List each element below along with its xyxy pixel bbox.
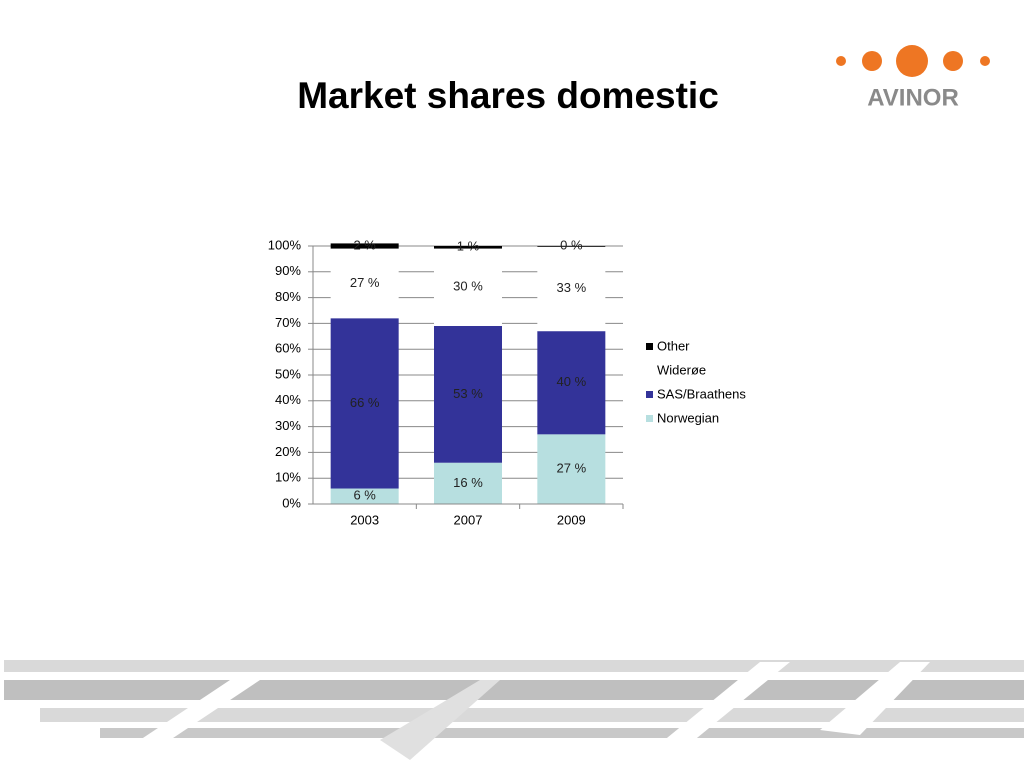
data-label: 40 % [557, 374, 587, 389]
stripe [4, 680, 1024, 700]
y-tick-label: 90% [275, 263, 301, 278]
y-tick-label: 100% [268, 237, 302, 252]
logo: AVINOR [836, 45, 990, 111]
data-label: 6 % [353, 488, 376, 503]
legend-marker [646, 367, 653, 374]
bar-segment [537, 434, 606, 504]
stripe-cut [640, 662, 790, 760]
stripe [40, 708, 1024, 722]
y-tick-label: 30% [275, 418, 301, 433]
legend-marker [646, 343, 653, 350]
data-label: 66 % [350, 395, 380, 410]
bar-segment [330, 248, 399, 319]
y-tick-label: 50% [275, 366, 301, 381]
bar-segment [434, 325, 502, 463]
legend-marker [646, 391, 653, 398]
legend-label: SAS/Braathens [657, 386, 746, 401]
logo-dot [836, 56, 846, 66]
legend-label: Other [657, 338, 690, 353]
y-tick-label: 70% [275, 315, 301, 330]
bar-segment [330, 488, 399, 504]
bar-segment [537, 246, 606, 332]
stripe [100, 728, 1024, 738]
logo-dot [862, 51, 882, 71]
bar-segment [537, 331, 606, 435]
bar-segment [330, 243, 399, 249]
data-label: 33 % [557, 280, 587, 295]
data-label: 27 % [557, 461, 587, 476]
stripe-cut [820, 662, 930, 735]
footer-stripes [4, 660, 1024, 760]
logo-dot [980, 56, 990, 66]
stripe-cut [110, 680, 260, 760]
data-label: 16 % [453, 475, 483, 490]
data-label: 27 % [350, 275, 380, 290]
data-label: 30 % [453, 279, 483, 294]
legend-label: Norwegian [657, 410, 719, 425]
logo-dot [943, 51, 963, 71]
logo-text: AVINOR [867, 84, 959, 111]
bar-segment [537, 246, 606, 247]
data-label: 0 % [560, 237, 583, 252]
bar-segment [434, 246, 502, 249]
logo-dot [896, 45, 928, 77]
data-label: 2 % [353, 237, 376, 252]
x-tick-label: 2009 [557, 512, 586, 527]
y-tick-label: 60% [275, 341, 301, 356]
stripe-cut [380, 680, 500, 760]
data-label: 1 % [457, 239, 480, 254]
bar-segment [330, 318, 399, 489]
y-tick-label: 80% [275, 289, 301, 304]
bar-segment [434, 248, 502, 326]
chart-title: Market shares domestic [297, 75, 719, 116]
y-tick-label: 10% [275, 470, 301, 485]
stripe [4, 660, 1024, 672]
y-tick-label: 40% [275, 392, 301, 407]
x-tick-label: 2007 [454, 512, 483, 527]
data-label: 53 % [453, 386, 483, 401]
x-tick-label: 2003 [350, 512, 379, 527]
bar-segment [434, 462, 502, 504]
legend-marker [646, 415, 653, 422]
legend-label: Widerøe [657, 362, 706, 377]
y-tick-label: 20% [275, 444, 301, 459]
y-tick-label: 0% [282, 495, 301, 510]
